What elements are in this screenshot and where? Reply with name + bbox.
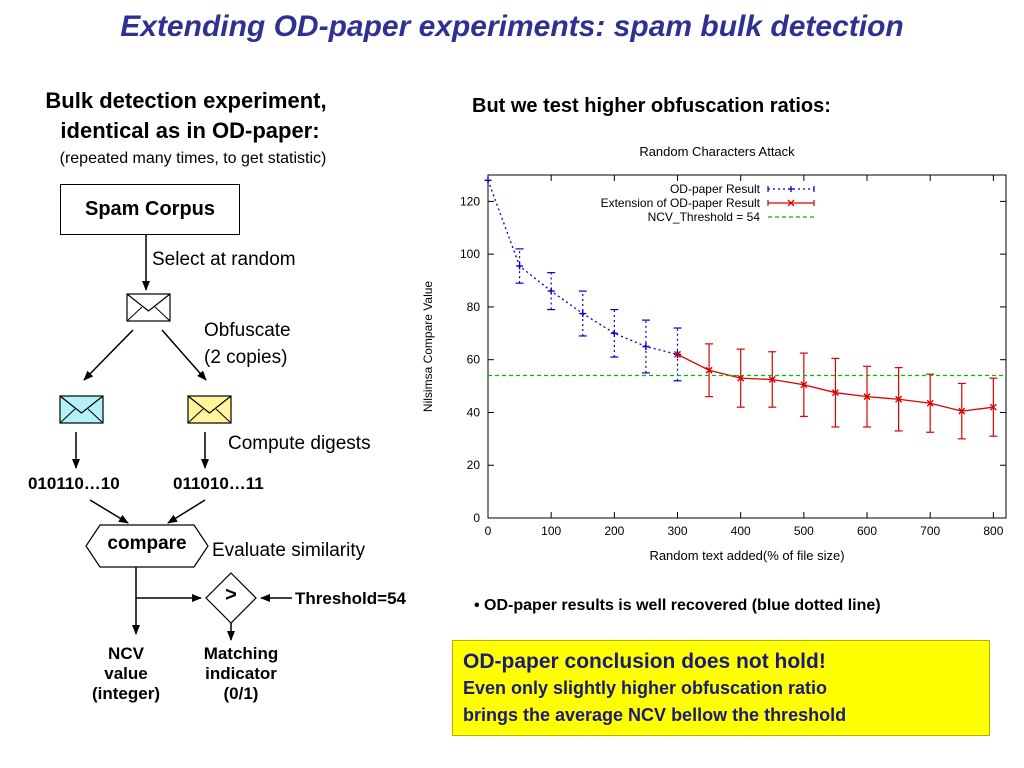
data-point <box>926 399 934 407</box>
data-point <box>484 176 492 184</box>
x-tick-label: 0 <box>485 524 492 538</box>
arrow-to-compare-right <box>167 499 206 524</box>
data-point <box>642 343 650 350</box>
conclusion-box: OD-paper conclusion does not hold! Even … <box>452 640 990 736</box>
chart-title: Random Characters Attack <box>639 144 795 159</box>
left-heading-line1: Bulk detection experiment, <box>45 88 327 113</box>
data-point <box>547 287 555 295</box>
data-point <box>768 375 776 383</box>
matching-indicator-label: Matching indicator (0/1) <box>186 644 296 704</box>
envelope-icon <box>187 395 232 424</box>
x-tick-label: 600 <box>857 524 877 538</box>
envelope-icon <box>59 395 104 424</box>
x-tick-label: 500 <box>794 524 814 538</box>
x-tick-label: 100 <box>541 524 561 538</box>
arrow-to-compare-left <box>89 499 129 524</box>
conclusion-line2: Even only slightly higher obfuscation ra… <box>463 678 828 698</box>
spam-corpus-box: Spam Corpus <box>60 184 240 235</box>
right-heading: But we test higher obfuscation ratios: <box>472 95 831 117</box>
digest-left: 010110…10 <box>28 474 120 493</box>
y-tick-label: 100 <box>460 247 480 261</box>
conclusion-line3: brings the average NCV bellow the thresh… <box>463 705 847 725</box>
data-point <box>705 366 713 374</box>
data-point <box>863 393 871 401</box>
y-tick-label: 60 <box>467 353 481 367</box>
digest-right: 011010…11 <box>173 474 264 493</box>
matching-line1: Matching <box>203 644 279 663</box>
x-tick-label: 200 <box>604 524 624 538</box>
ncv-label: NCV value (integer) <box>76 644 176 704</box>
data-point <box>610 329 618 337</box>
y-tick-label: 20 <box>467 458 481 472</box>
x-tick-label: 400 <box>731 524 751 538</box>
select-random-label: Select at random <box>152 249 296 270</box>
y-tick-label: 0 <box>473 511 480 525</box>
data-point <box>989 403 997 411</box>
data-point <box>958 407 966 415</box>
threshold-label: Threshold=54 <box>295 589 407 608</box>
arrow-obfuscate-left <box>83 329 134 381</box>
x-tick-label: 700 <box>920 524 940 538</box>
obfuscate-copies-label: (2 copies) <box>204 347 288 368</box>
data-point <box>800 381 808 389</box>
plot-frame <box>487 174 1007 519</box>
compute-digests-label: Compute digests <box>228 433 371 454</box>
y-axis-label: Nilsimsa Compare Value <box>421 281 435 412</box>
legend-marker <box>788 186 794 192</box>
y-tick-label: 80 <box>467 300 481 314</box>
data-point <box>579 310 587 318</box>
left-subheading: (repeated many times, to get statistic) <box>59 150 327 167</box>
matching-line3: (0/1) <box>223 684 259 703</box>
compare-hexagon <box>85 524 209 568</box>
x-tick-label: 800 <box>983 524 1003 538</box>
data-point <box>831 389 839 397</box>
ncv-line3: (integer) <box>92 684 160 703</box>
matching-line2: indicator <box>205 664 277 683</box>
conclusion-line1: OD-paper conclusion does not hold! <box>463 650 826 673</box>
data-point <box>516 262 524 270</box>
left-heading-line2: identical as in OD-paper: <box>60 118 320 143</box>
arrow-obfuscate-right <box>161 329 207 381</box>
evaluate-similarity-label: Evaluate similarity <box>212 540 366 561</box>
legend-label-1: Extension of OD-paper Result <box>601 196 761 210</box>
y-tick-label: 40 <box>467 405 481 419</box>
obfuscate-label: Obfuscate <box>204 320 291 341</box>
greater-than-symbol: > <box>225 584 237 606</box>
data-point <box>895 395 903 403</box>
x-axis-label: Random text added(% of file size) <box>649 548 844 563</box>
legend-label-2: NCV_Threshold = 54 <box>648 210 761 224</box>
ncv-line1: NCV <box>108 644 144 663</box>
bullet-note: • OD-paper results is well recovered (bl… <box>474 597 881 614</box>
y-tick-label: 120 <box>460 194 480 208</box>
slide-title: Extending OD-paper experiments: spam bul… <box>120 10 904 43</box>
envelope-icon <box>126 293 171 322</box>
data-point <box>674 350 682 358</box>
ncv-line2: value <box>104 664 148 683</box>
flow-diagram <box>59 234 292 641</box>
x-tick-label: 300 <box>667 524 687 538</box>
legend-label-0: OD-paper Result <box>670 182 761 196</box>
legend-marker <box>787 199 795 207</box>
compare-label: compare <box>107 533 187 554</box>
